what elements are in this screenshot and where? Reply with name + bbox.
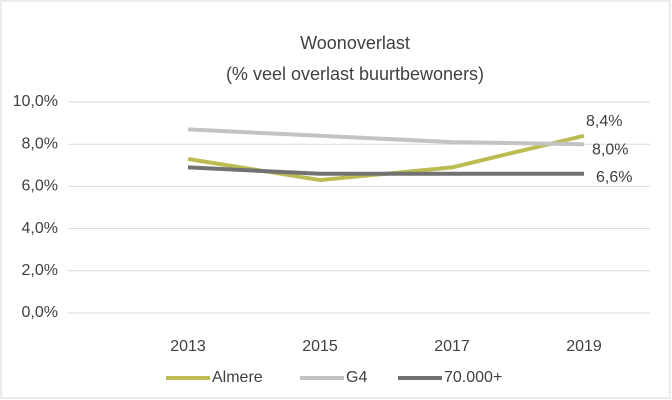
data-label: 8,4% — [586, 113, 622, 130]
legend-label: Almere — [212, 369, 263, 386]
chart-subtitle: (% veel overlast buurtbewoners) — [226, 64, 484, 84]
x-tick-label: 2019 — [566, 338, 602, 355]
x-tick-label: 2017 — [434, 338, 470, 355]
legend-label: G4 — [346, 369, 367, 386]
legend-label: 70.000+ — [444, 369, 502, 386]
y-tick-label: 6,0% — [22, 178, 58, 195]
y-tick-label: 2,0% — [22, 262, 58, 279]
series-line — [187, 165, 584, 176]
y-tick-label: 4,0% — [22, 220, 58, 237]
x-tick-label: 2013 — [170, 338, 206, 355]
chart-title: Woonoverlast — [300, 33, 410, 53]
series-line — [187, 127, 585, 147]
y-tick-label: 8,0% — [22, 135, 58, 152]
y-tick-label: 0,0% — [22, 304, 58, 321]
data-label: 8,0% — [592, 141, 628, 158]
y-tick-label: 10,0% — [13, 93, 58, 110]
x-tick-label: 2015 — [302, 338, 338, 355]
data-label: 6,6% — [596, 169, 632, 186]
